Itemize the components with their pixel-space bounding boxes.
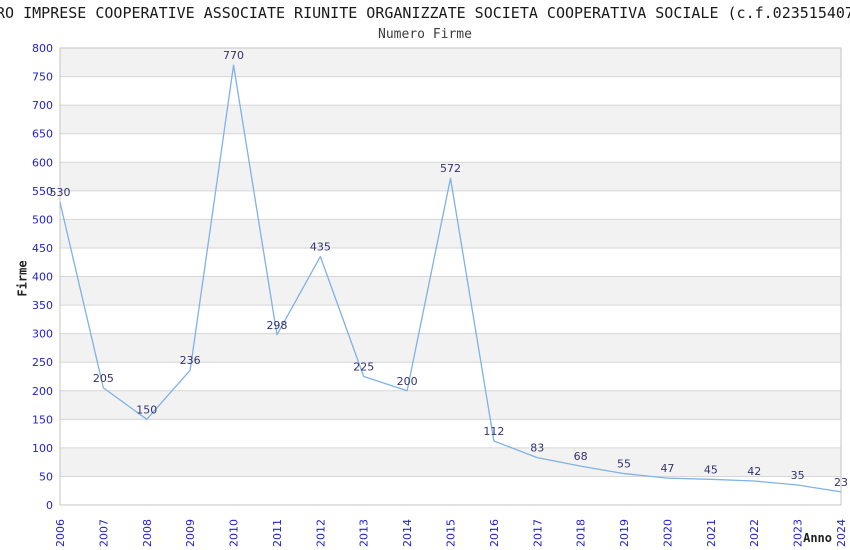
x-tick-label: 2008 — [141, 519, 154, 547]
chart-main-title: RO IMPRESE COOPERATIVE ASSOCIATE RIUNITE… — [0, 4, 850, 22]
series-line — [59, 64, 842, 493]
y-tick-label: 300 — [32, 328, 53, 341]
y-tick-label: 600 — [32, 156, 53, 169]
data-point-label: 225 — [353, 360, 374, 373]
x-tick-label: 2010 — [228, 519, 241, 547]
x-tick-label: 2015 — [445, 519, 458, 547]
y-tick-label: 550 — [32, 185, 53, 198]
y-tick-label: 200 — [32, 385, 53, 398]
data-point-label: 47 — [660, 462, 674, 475]
data-point-label: 298 — [266, 319, 287, 332]
plot-border — [59, 47, 842, 506]
data-point-label: 23 — [834, 476, 848, 489]
y-tick-label: 700 — [32, 99, 53, 112]
data-point-label: 68 — [574, 450, 588, 463]
x-tick-label: 2013 — [358, 519, 371, 547]
y-tick-label: 50 — [39, 470, 53, 483]
y-tick-label: 650 — [32, 128, 53, 141]
data-point-label: 150 — [136, 403, 157, 416]
x-axis-title: Anno — [803, 531, 832, 545]
chart-subtitle: Numero Firme — [378, 27, 472, 42]
x-tick-label: 2006 — [54, 519, 67, 547]
data-point-label: 55 — [617, 458, 631, 471]
plot-band — [60, 333, 841, 363]
x-tick-label: 2022 — [748, 519, 761, 547]
x-tick-label: 2018 — [575, 519, 588, 547]
plot-band — [60, 276, 841, 306]
y-tick-label: 150 — [32, 413, 53, 426]
y-tick-label: 800 — [32, 42, 53, 55]
y-tick-label: 450 — [32, 242, 53, 255]
y-tick-label: 250 — [32, 356, 53, 369]
data-point-label: 435 — [310, 241, 331, 254]
x-tick-label: 2012 — [314, 519, 327, 547]
data-point-label: 530 — [50, 186, 71, 199]
plot-band — [60, 447, 841, 477]
data-point-label: 112 — [483, 425, 504, 438]
x-tick-label: 2023 — [792, 519, 805, 547]
y-tick-label: 0 — [46, 499, 53, 512]
y-axis-title: Firme — [15, 260, 30, 297]
y-tick-label: 350 — [32, 299, 53, 312]
y-tick-label: 400 — [32, 271, 53, 284]
x-tick-label: 2014 — [401, 519, 414, 547]
x-tick-label: 2019 — [618, 519, 631, 547]
x-tick-label: 2024 — [835, 519, 848, 547]
x-tick-label: 2017 — [531, 519, 544, 547]
data-point-label: 770 — [223, 49, 244, 62]
data-point-label: 572 — [440, 162, 461, 175]
y-tick-label: 750 — [32, 71, 53, 84]
plot-band — [60, 105, 841, 134]
data-point-label: 200 — [397, 375, 418, 388]
plot-band — [60, 219, 841, 248]
x-tick-label: 2007 — [97, 519, 110, 547]
data-point-label: 42 — [747, 465, 761, 478]
x-tick-label: 2016 — [488, 519, 501, 547]
plot-band — [60, 390, 841, 420]
data-point-label: 45 — [704, 463, 718, 476]
data-point-label: 35 — [791, 469, 805, 482]
x-tick-label: 2009 — [184, 519, 197, 547]
y-tick-label: 100 — [32, 442, 53, 455]
data-point-label: 236 — [180, 354, 201, 367]
plot-band — [60, 162, 841, 191]
data-point-label: 205 — [93, 372, 114, 385]
x-tick-label: 2011 — [271, 519, 284, 547]
x-tick-label: 2021 — [705, 519, 718, 547]
plot-band — [60, 48, 841, 77]
data-point-label: 83 — [530, 442, 544, 455]
x-tick-label: 2020 — [661, 519, 674, 547]
y-tick-label: 500 — [32, 213, 53, 226]
